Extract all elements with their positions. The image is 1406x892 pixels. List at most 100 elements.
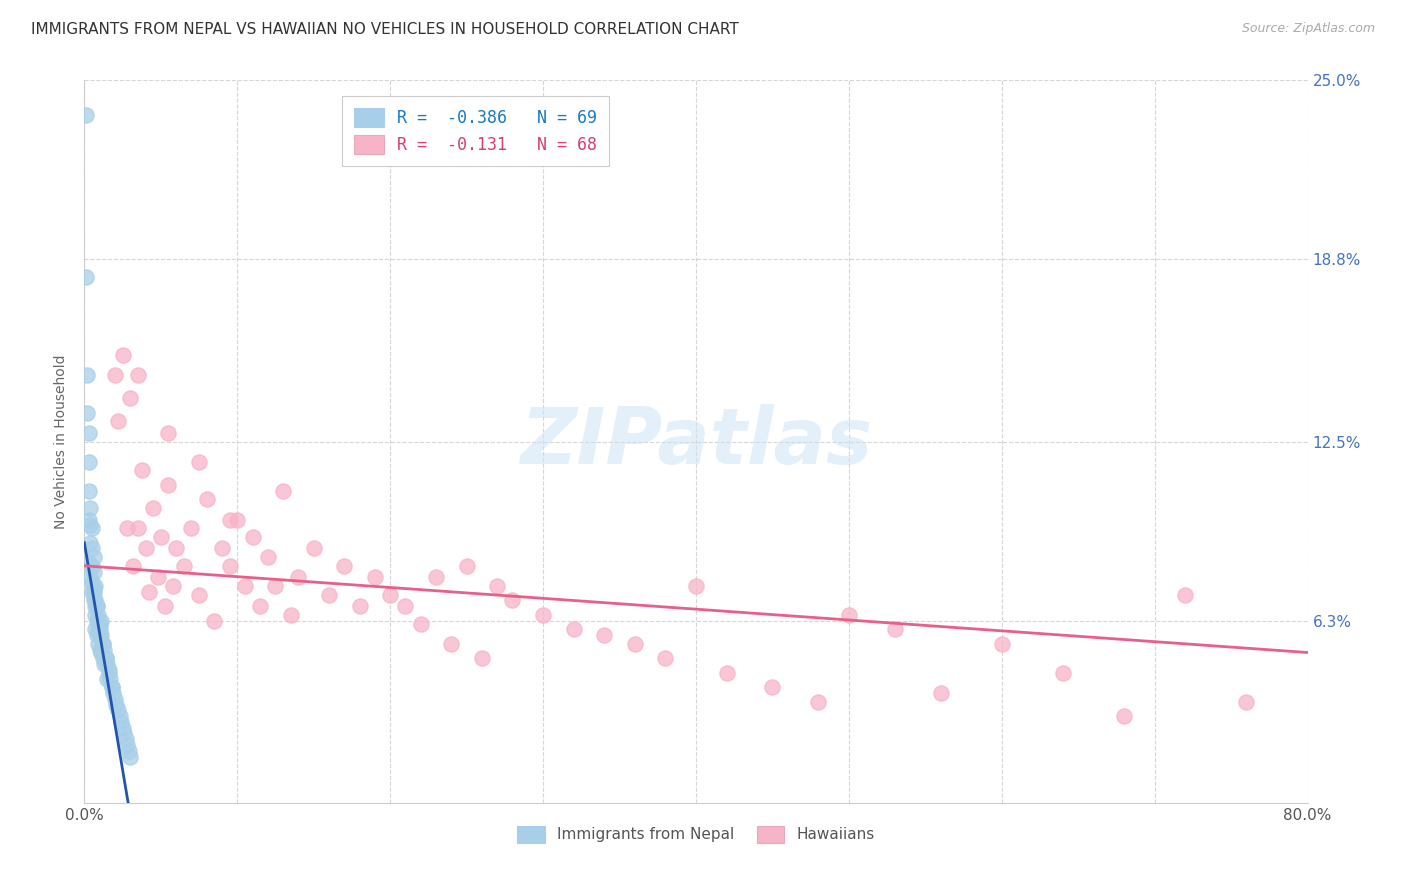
Point [80, 541, 103, 556]
Point [107, 414, 129, 428]
Point [90, 614, 112, 628]
Point [122, 558, 145, 573]
Point [104, 368, 127, 382]
Point [75, 269, 97, 284]
Point [75, 108, 97, 122]
Point [80, 521, 103, 535]
Point [883, 623, 905, 637]
Point [257, 550, 280, 565]
Point [127, 368, 149, 382]
Point [195, 492, 218, 507]
Point [127, 521, 149, 535]
Point [165, 541, 187, 556]
Point [138, 584, 160, 599]
Point [456, 558, 478, 573]
Point [218, 512, 240, 526]
Point [146, 570, 169, 584]
Point [1052, 665, 1074, 680]
Point [120, 749, 142, 764]
Point [87, 607, 110, 622]
Point [318, 588, 340, 602]
Point [80, 576, 103, 591]
Point [716, 665, 738, 680]
Point [142, 501, 165, 516]
Point [89, 628, 111, 642]
Point [93, 657, 115, 671]
Text: IMMIGRANTS FROM NEPAL VS HAWAIIAN NO VEHICLES IN HOUSEHOLD CORRELATION CHART: IMMIGRANTS FROM NEPAL VS HAWAIIAN NO VEH… [31, 22, 738, 37]
Point [287, 570, 309, 584]
Point [90, 628, 112, 642]
Point [77, 483, 100, 498]
Y-axis label: No Vehicles in Household: No Vehicles in Household [55, 354, 69, 529]
Point [188, 588, 211, 602]
Point [110, 714, 132, 729]
Point [79, 501, 101, 516]
Point [118, 744, 141, 758]
Point [349, 599, 371, 614]
Point [105, 698, 128, 712]
Point [115, 738, 138, 752]
Point [280, 607, 302, 622]
Point [440, 637, 463, 651]
Point [91, 637, 114, 651]
Point [89, 642, 111, 657]
Point [188, 455, 211, 469]
Point [97, 665, 120, 680]
Point [77, 425, 100, 440]
Point [80, 584, 103, 599]
Point [409, 616, 432, 631]
Point [1174, 588, 1197, 602]
Point [91, 651, 114, 665]
Text: ZIPatlas: ZIPatlas [520, 403, 872, 480]
Point [94, 651, 117, 665]
Point [271, 483, 294, 498]
Point [131, 463, 153, 477]
Point [1236, 695, 1258, 709]
Point [91, 637, 114, 651]
Point [242, 530, 264, 544]
Point [77, 455, 100, 469]
Point [79, 570, 101, 584]
Point [84, 593, 107, 607]
Point [84, 607, 107, 622]
Point [96, 657, 118, 671]
Point [807, 695, 830, 709]
Point [83, 565, 105, 579]
Point [87, 637, 110, 651]
Point [93, 642, 115, 657]
Point [202, 614, 225, 628]
Point [84, 599, 107, 614]
Point [135, 541, 157, 556]
Point [264, 579, 287, 593]
Point [76, 368, 98, 382]
Point [394, 599, 416, 614]
Point [86, 599, 108, 614]
Point [486, 579, 509, 593]
Point [302, 541, 325, 556]
Point [471, 651, 494, 665]
Point [101, 680, 124, 694]
Point [79, 518, 101, 533]
Point [502, 593, 524, 607]
Point [155, 599, 177, 614]
Point [107, 703, 129, 717]
Point [149, 530, 172, 544]
Point [83, 550, 105, 565]
Point [84, 579, 107, 593]
Point [83, 593, 105, 607]
Point [562, 623, 585, 637]
Point [218, 558, 240, 573]
Point [838, 607, 860, 622]
Point [86, 614, 108, 628]
Point [90, 646, 112, 660]
Legend: Immigrants from Nepal, Hawaiians: Immigrants from Nepal, Hawaiians [510, 820, 882, 849]
Point [333, 558, 356, 573]
Point [157, 425, 180, 440]
Point [593, 628, 616, 642]
Point [157, 478, 180, 492]
Point [94, 651, 117, 665]
Point [380, 588, 402, 602]
Point [104, 691, 127, 706]
Point [1114, 709, 1136, 723]
Point [80, 558, 103, 573]
